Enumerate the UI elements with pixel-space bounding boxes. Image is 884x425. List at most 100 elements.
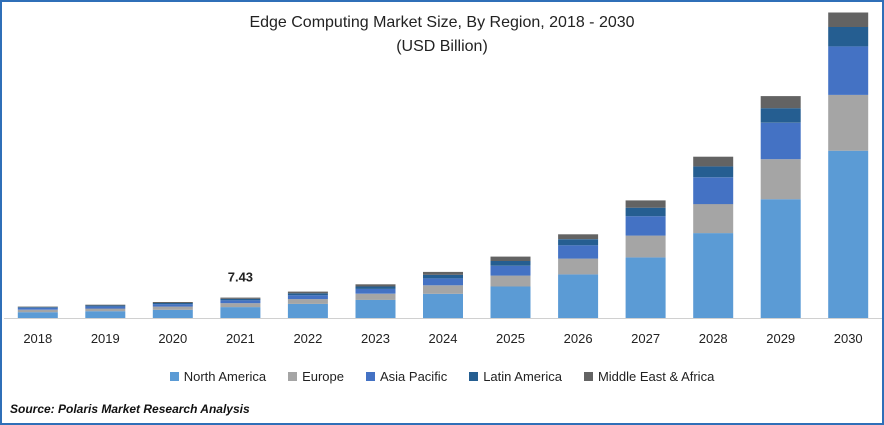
bar-segment-asia-pacific-2020 — [152, 304, 193, 307]
bar-segment-europe-2024 — [423, 285, 463, 294]
bar-segment-europe-2026 — [558, 258, 599, 275]
bar-segment-middle-east-africa-2026 — [558, 234, 599, 240]
bar-segment-latin-america-2029 — [760, 108, 801, 123]
bar-segment-middle-east-africa-2018 — [17, 306, 58, 308]
bar-segment-asia-pacific-2029 — [760, 122, 801, 160]
source-note: Source: Polaris Market Research Analysis — [10, 402, 250, 416]
legend-item-europe: Europe — [288, 369, 344, 384]
bar-segment-latin-america-2025 — [490, 261, 531, 266]
bar-segment-asia-pacific-2018 — [17, 307, 58, 310]
bar-segment-europe-2030 — [828, 94, 869, 151]
bar-segment-north-america-2022 — [287, 303, 328, 318]
bar-segment-europe-2025 — [490, 275, 531, 287]
chart-title: Edge Computing Market Size, By Region, 2… — [249, 14, 635, 31]
legend-label-middle-east-africa: Middle East & Africa — [597, 369, 715, 384]
legend-item-latin-america: Latin America — [469, 369, 562, 384]
bar-segment-asia-pacific-2027 — [625, 216, 666, 236]
bar-segment-europe-2019 — [85, 308, 126, 312]
bar-segment-latin-america-2027 — [625, 207, 666, 217]
bar-segment-middle-east-africa-2022 — [287, 291, 328, 294]
legend-swatch-middle-east-africa — [583, 372, 593, 381]
bar-segment-latin-america-2018 — [17, 307, 58, 308]
bar-segment-asia-pacific-2019 — [85, 306, 126, 309]
bar-segment-north-america-2019 — [85, 311, 126, 318]
bar-segment-latin-america-2020 — [152, 303, 193, 305]
legend-label-north-america: North America — [183, 369, 267, 384]
bar-segment-middle-east-africa-2027 — [625, 200, 666, 208]
bar-segment-latin-america-2026 — [558, 239, 599, 246]
bar-segment-north-america-2021 — [220, 307, 261, 318]
bar-segment-latin-america-2028 — [693, 166, 734, 178]
bar-segment-middle-east-africa-2025 — [490, 256, 531, 261]
bar-segment-middle-east-africa-2020 — [152, 302, 193, 303]
bar-segment-north-america-2030 — [828, 150, 869, 318]
x-tick-label-2023: 2023 — [361, 331, 390, 346]
x-tick-label-2021: 2021 — [226, 331, 255, 346]
x-tick-label-2030: 2030 — [834, 331, 863, 346]
bar-segment-north-america-2029 — [760, 199, 801, 318]
legend-item-middle-east-africa: Middle East & Africa — [583, 369, 715, 384]
bar-segment-north-america-2026 — [558, 274, 599, 318]
bar-segment-asia-pacific-2023 — [355, 288, 396, 294]
bar-segment-middle-east-africa-2021 — [220, 297, 261, 299]
bar-segment-north-america-2027 — [625, 257, 666, 318]
bar-segment-europe-2022 — [287, 299, 328, 304]
bar-segment-latin-america-2021 — [220, 298, 261, 301]
legend-label-asia-pacific: Asia Pacific — [380, 369, 448, 384]
chart-legend: North America Europe Asia Pacific Latin Ame… — [2, 369, 882, 384]
bar-segment-europe-2020 — [152, 306, 193, 310]
bar-segment-asia-pacific-2024 — [423, 278, 463, 286]
x-tick-label-2027: 2027 — [631, 331, 660, 346]
legend-item-north-america: North America — [169, 369, 267, 384]
x-tick-label-2026: 2026 — [564, 331, 593, 346]
bar-segment-latin-america-2022 — [287, 293, 328, 296]
x-tick-label-2019: 2019 — [91, 331, 120, 346]
bar-segment-europe-2028 — [693, 204, 734, 234]
bar-segment-asia-pacific-2025 — [490, 265, 531, 276]
bar-segment-europe-2018 — [17, 309, 58, 313]
legend-swatch-europe — [288, 372, 298, 381]
bar-segment-latin-america-2019 — [85, 305, 126, 307]
bar-segment-middle-east-africa-2028 — [693, 156, 734, 167]
chart-subtitle: (USD Billion) — [396, 38, 488, 55]
data-label-2021: 7.43 — [228, 270, 253, 285]
legend-item-asia-pacific: Asia Pacific — [366, 369, 447, 384]
bar-segment-asia-pacific-2022 — [287, 295, 328, 300]
bar-segment-europe-2023 — [355, 293, 396, 300]
bar-segment-asia-pacific-2026 — [558, 245, 599, 259]
bar-segment-latin-america-2024 — [423, 274, 463, 279]
bar-segment-europe-2021 — [220, 303, 261, 308]
legend-label-latin-america: Latin America — [483, 369, 562, 384]
x-tick-label-2018: 2018 — [23, 331, 52, 346]
x-tick-label-2024: 2024 — [429, 331, 458, 346]
legend-label-europe: Europe — [302, 369, 344, 384]
bar-segment-middle-east-africa-2029 — [760, 96, 801, 109]
bar-segment-asia-pacific-2030 — [828, 46, 869, 95]
x-tick-label-2029: 2029 — [766, 331, 795, 346]
bar-segment-middle-east-africa-2030 — [828, 12, 869, 27]
x-tick-label-2028: 2028 — [699, 331, 728, 346]
bar-segment-europe-2029 — [760, 159, 801, 200]
x-tick-label-2025: 2025 — [496, 331, 525, 346]
bar-segment-middle-east-africa-2019 — [85, 304, 126, 306]
bar-segment-asia-pacific-2028 — [693, 177, 734, 205]
bar-segment-latin-america-2030 — [828, 27, 869, 47]
legend-swatch-latin-america — [469, 372, 479, 381]
bar-segment-north-america-2028 — [693, 233, 734, 318]
bar-segment-north-america-2020 — [152, 309, 193, 318]
x-tick-label-2022: 2022 — [293, 331, 322, 346]
bar-segment-middle-east-africa-2024 — [423, 271, 463, 275]
bar-segment-latin-america-2023 — [355, 286, 396, 289]
legend-swatch-asia-pacific — [366, 372, 375, 381]
bar-segment-north-america-2024 — [423, 293, 463, 319]
bar-segment-europe-2027 — [625, 235, 666, 258]
bar-segment-middle-east-africa-2023 — [355, 284, 396, 287]
bar-segment-north-america-2025 — [490, 286, 531, 318]
legend-swatch-north-america — [169, 372, 179, 381]
bar-segment-north-america-2023 — [355, 299, 396, 318]
bar-segment-north-america-2018 — [17, 312, 58, 318]
x-tick-label-2020: 2020 — [158, 331, 187, 346]
bar-segment-asia-pacific-2021 — [220, 300, 261, 304]
